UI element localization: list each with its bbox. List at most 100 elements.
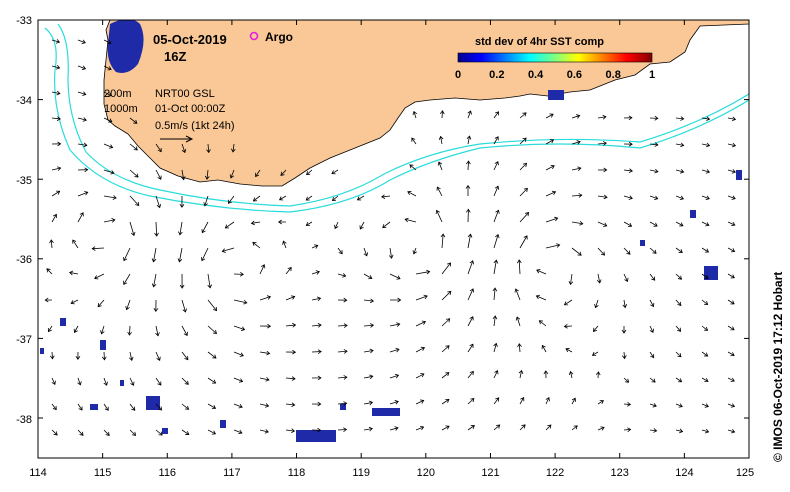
current-vector-head: [731, 221, 736, 227]
current-vector-head: [622, 355, 627, 360]
current-vector-head: [703, 326, 709, 331]
current-vector: [389, 401, 399, 405]
current-vector-head: [680, 169, 685, 174]
current-vector-head: [100, 330, 105, 335]
current-vector: [103, 403, 109, 411]
current-vector-head: [419, 425, 425, 431]
current-vector-head: [603, 222, 608, 227]
current-vector: [363, 324, 374, 327]
current-vector-head: [704, 377, 709, 383]
current-vector-head: [654, 115, 659, 121]
current-vector: [207, 325, 217, 334]
current-vector-head: [238, 429, 243, 435]
current-vector-head: [731, 116, 737, 122]
current-vector-head: [440, 233, 446, 238]
current-vector: [467, 260, 474, 275]
current-vector-head: [79, 212, 84, 217]
current-vector-head: [57, 166, 62, 171]
current-vector-head: [158, 431, 163, 436]
current-vector-head: [730, 403, 736, 408]
current-vector: [516, 316, 521, 327]
current-vector: [519, 163, 527, 171]
current-vector-head: [368, 275, 373, 280]
current-vector-head: [654, 142, 659, 147]
current-vector-head: [407, 190, 412, 196]
current-vector: [337, 350, 348, 353]
current-vector-head: [131, 406, 136, 411]
current-vector: [77, 429, 84, 436]
current-vector: [225, 221, 235, 229]
current-vector: [675, 143, 684, 146]
current-vector-head: [97, 303, 102, 308]
current-vector: [337, 429, 347, 431]
current-vector: [155, 143, 162, 152]
current-vector-head: [420, 346, 426, 351]
current-vector-head: [730, 352, 735, 357]
current-vector: [701, 299, 708, 305]
current-vector-head: [550, 164, 555, 170]
current-vector-head: [44, 297, 49, 303]
current-vector-head: [123, 257, 128, 262]
current-vector-head: [212, 354, 217, 359]
current-vector-head: [342, 273, 347, 278]
current-vector-head: [127, 331, 132, 336]
current-vector-head: [49, 239, 54, 244]
current-vector: [389, 323, 400, 327]
current-vector: [259, 264, 265, 275]
current-vector: [129, 221, 135, 236]
current-vector-head: [107, 40, 112, 45]
current-vector-head: [568, 370, 574, 376]
current-vector: [77, 91, 86, 95]
current-vector-head: [291, 402, 296, 408]
current-vector: [597, 427, 605, 431]
current-vector-head: [704, 274, 709, 279]
current-vector: [518, 260, 521, 275]
current-vector: [649, 377, 656, 383]
current-vector-head: [53, 431, 58, 436]
current-vector-head: [517, 259, 522, 264]
current-vector-head: [47, 327, 52, 333]
current-vector-head: [184, 355, 189, 361]
current-vector: [77, 39, 86, 44]
current-vector: [441, 345, 450, 353]
current-vector: [519, 112, 527, 119]
current-vector: [155, 221, 158, 237]
current-vector-head: [91, 246, 96, 251]
current-vector-head: [123, 280, 128, 285]
current-vector: [389, 348, 400, 353]
current-vector: [129, 117, 138, 124]
current-vector: [69, 272, 79, 275]
current-vector: [389, 374, 399, 379]
current-vector: [701, 351, 708, 357]
current-vector-head: [107, 92, 113, 97]
colorbar-tick-label: 1: [649, 69, 655, 81]
current-vector: [363, 350, 374, 353]
current-vector: [285, 324, 296, 327]
current-vector: [103, 65, 112, 70]
current-vector-head: [599, 400, 604, 405]
current-vector-head: [331, 170, 336, 175]
current-vector: [675, 221, 684, 227]
sst-patches: [40, 90, 742, 442]
current-vector: [441, 318, 450, 327]
current-vector-head: [704, 301, 709, 306]
current-vector: [493, 136, 499, 145]
current-vector-head: [239, 271, 244, 277]
current-vector: [337, 273, 346, 277]
colorbar-ticks: 0 0.2 0.4 0.6 0.8 1: [455, 69, 655, 81]
current-vector-head: [496, 424, 501, 429]
current-vector: [623, 299, 626, 308]
current-vector: [94, 273, 105, 279]
current-vector: [233, 377, 243, 382]
current-vector-head: [679, 195, 685, 201]
current-vector-head: [436, 186, 441, 191]
current-vector: [51, 39, 60, 43]
current-vector: [436, 186, 443, 197]
current-vector: [204, 195, 209, 206]
current-vector: [539, 320, 547, 327]
current-vector-head: [369, 298, 375, 304]
current-vector-head: [317, 427, 322, 433]
current-vector-head: [535, 294, 541, 300]
current-vector-head: [520, 396, 525, 402]
current-vector: [623, 377, 629, 383]
